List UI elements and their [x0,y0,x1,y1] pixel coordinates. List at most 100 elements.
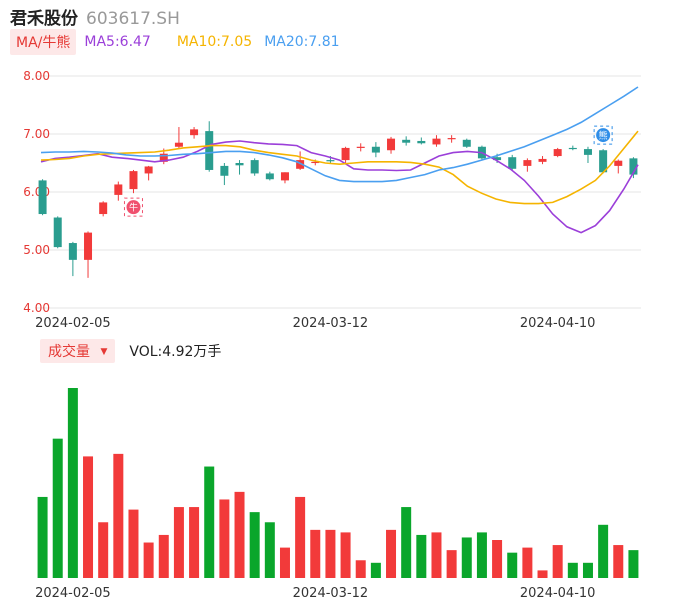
candle-body [523,160,532,166]
volume-bar [552,545,563,578]
candle-body [371,146,380,153]
candle-body [326,160,335,162]
ma-legend: MA/牛熊 MA5:6.47 MA10:7.05 MA20:7.81 [10,29,340,55]
volume-value: VOL:4.92万手 [129,344,222,360]
candle-body [311,161,320,164]
candle-body [341,147,350,161]
candle-body [447,138,456,140]
volume-bar [340,532,351,578]
volume-bar [173,507,184,578]
candle-body [144,166,153,174]
candle-body [68,243,77,260]
volume-bar [219,499,230,578]
candle-body [553,149,562,157]
volume-bar [537,570,548,578]
candle-body [402,139,411,143]
candle-body [38,180,47,215]
volume-bar [113,453,124,578]
volume-bar [295,496,306,578]
x-tick-label: 2024-04-10 [520,316,596,331]
marker-label: 熊 [599,130,608,142]
candle-body [99,202,108,215]
x-tick-label: 2024-02-05 [35,586,111,601]
volume-bar [128,509,139,578]
ma-line-ma20 [40,86,639,183]
y-tick-label: 8.00 [23,69,50,83]
candle-body [190,129,199,136]
volume-bar [189,507,200,578]
volume-bar [234,491,245,578]
candle-body [599,150,608,173]
volume-bar [582,562,593,578]
marker-dot [126,200,141,215]
candle-body [614,160,623,166]
candle-body [129,171,138,190]
volume-bar [386,529,397,578]
volume-bar [507,552,518,578]
candle-body [493,157,502,161]
marker-frame [593,125,613,145]
volume-button-label: 成交量 [48,344,90,360]
candle-body [235,163,244,166]
ma20-label: MA20:7.81 [264,34,340,50]
x-tick-label: 2024-02-05 [35,316,111,331]
volume-bar [446,550,457,578]
candle-body [205,131,214,170]
volume-bar [598,524,609,578]
candle-body [508,157,517,169]
candle-body [356,146,365,148]
candle-body [629,158,638,175]
volume-bar [264,522,275,578]
candle-body [53,217,62,248]
volume-bar [476,532,487,578]
volume-bar [249,512,260,578]
ma-toggle-button[interactable]: MA/牛熊 [10,29,77,55]
stock-header: 君禾股份 603617.SH [10,4,180,29]
vol-legend: 成交量 ▼ VOL:4.92万手 [40,339,222,363]
candle-body [583,149,592,155]
volume-bar [310,529,321,578]
candle-body [220,165,229,176]
x-tick-label: 2024-03-12 [293,586,369,601]
y-tick-label: 4.00 [23,301,50,315]
candle-body [568,147,577,150]
stock-name: 君禾股份 [10,9,78,29]
volume-bar [204,466,215,578]
volume-bar [52,438,63,578]
candle-body [84,232,93,260]
volume-bar [461,537,472,578]
volume-bar [613,545,624,578]
volume-bar [67,388,78,578]
volume-bar [628,550,639,578]
marker-frame [123,197,143,217]
marker-label: 牛 [129,202,138,214]
volume-bar [37,496,48,578]
volume-bar [158,534,169,578]
candle-body [538,158,547,162]
marker-dot [596,128,611,143]
y-tick-label: 5.00 [23,243,50,257]
candle-body [417,140,426,144]
signal-marker: 牛 [123,197,143,217]
volume-toggle-button[interactable]: 成交量 ▼ [40,339,116,363]
volume-bar [522,547,533,578]
y-tick-label: 7.00 [23,127,50,141]
x-tick-label: 2024-03-12 [293,316,369,331]
candle-body [296,160,305,169]
volume-bar [279,547,290,578]
candle-body [265,173,274,180]
volume-bar [83,456,94,578]
volume-bar [355,560,366,578]
volume-bar [370,562,381,578]
signal-marker: 熊 [593,125,613,145]
candle-body [114,184,123,195]
candle-body [432,138,441,145]
volume-bar [416,534,427,578]
volume-bar [401,507,412,578]
volume-bar [567,562,578,578]
candle-body [159,153,168,162]
candle-body [462,139,471,147]
ma-line-ma10 [40,130,639,205]
candle-body [250,160,259,174]
